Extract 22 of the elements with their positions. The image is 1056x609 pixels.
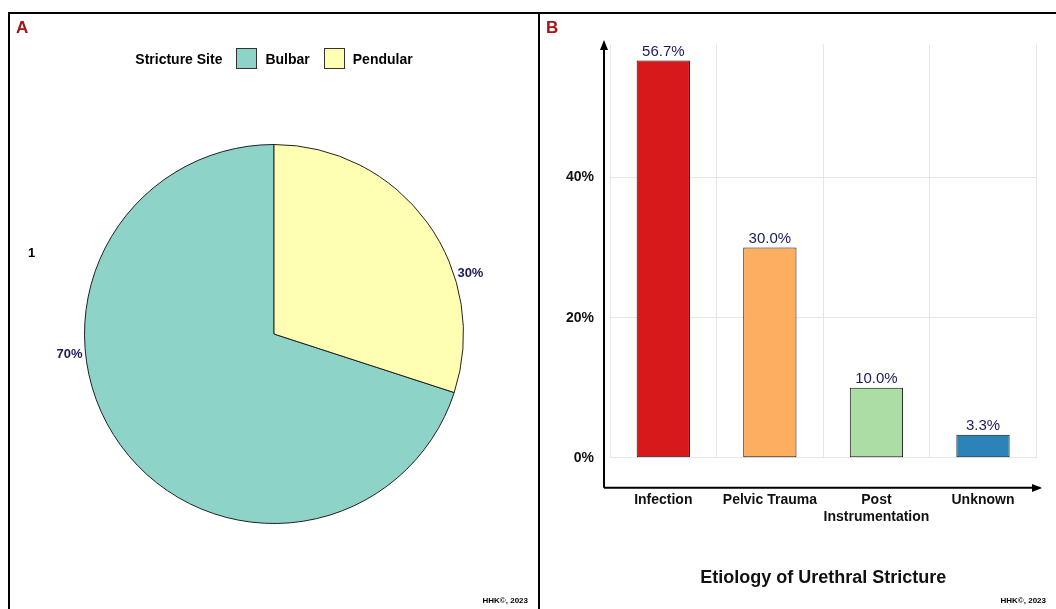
text: HHK©, 2023 bbox=[1000, 596, 1046, 605]
data-label: 56.7% bbox=[642, 42, 685, 60]
x-tick-label: Pelvic Trauma bbox=[722, 491, 818, 508]
x-tick-label: Unknown bbox=[951, 491, 1015, 508]
y-tick-label: 0% bbox=[573, 448, 595, 465]
x-tick-label: Post Instrumentation bbox=[823, 491, 930, 524]
data-label: 3.3% bbox=[965, 416, 1001, 434]
text: HHK©, 2023 bbox=[482, 596, 528, 605]
text: B bbox=[546, 18, 559, 38]
y-tick-label: 40% bbox=[565, 168, 595, 185]
data-label: 70% bbox=[56, 345, 83, 361]
data-label: 30.0% bbox=[748, 229, 792, 247]
legend-title: Stricture Site bbox=[135, 50, 223, 67]
y-tick-label: 20% bbox=[565, 308, 595, 325]
legend-label: Bulbar bbox=[265, 50, 310, 67]
data-label: 10.0% bbox=[855, 369, 898, 387]
x-tick-label: Infection bbox=[634, 491, 693, 508]
data-label: 30% bbox=[457, 265, 484, 281]
text: 1 bbox=[28, 245, 36, 260]
x-axis-title: Etiology of Urethral Stricture bbox=[700, 567, 947, 588]
legend-label: Pendular bbox=[352, 50, 413, 67]
text: A bbox=[16, 18, 29, 38]
